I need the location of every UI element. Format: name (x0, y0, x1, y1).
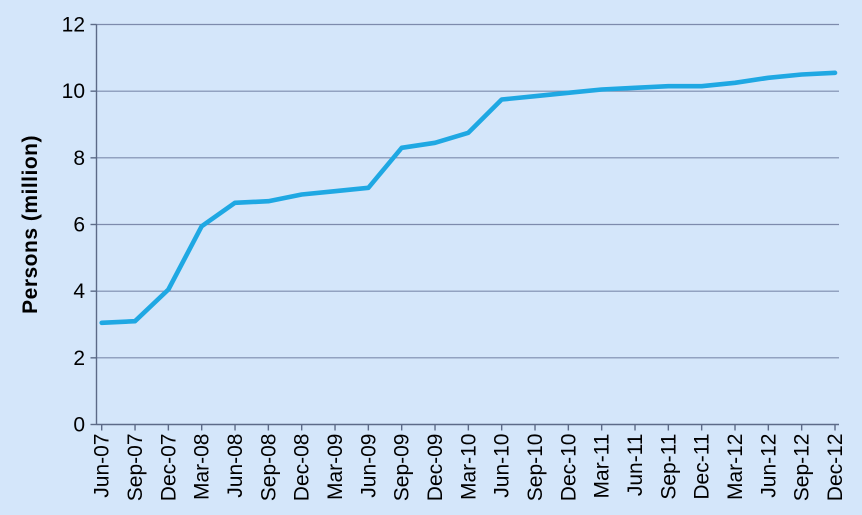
y-tick-label: 6 (73, 214, 85, 237)
y-tick-label: 2 (73, 347, 85, 370)
x-tick-label: Mar-10 (457, 433, 480, 500)
x-tick-label: Jun-11 (624, 434, 647, 497)
y-tick-label: 4 (73, 280, 85, 303)
x-tick-label: Jun-10 (491, 434, 514, 498)
x-tick-label: Sep-11 (657, 434, 680, 500)
x-tick-label: Jun-12 (757, 434, 780, 498)
x-tick-label: Sep-12 (791, 434, 814, 502)
x-tick-label: Sep-08 (257, 434, 280, 502)
x-tick-label: Dec-08 (291, 434, 314, 502)
y-tick-label: 8 (73, 147, 85, 170)
x-tick-label: Jun-09 (357, 434, 380, 498)
data-series-line (99, 70, 838, 326)
x-tick-label: Sep-10 (524, 434, 547, 502)
x-tick-label: Sep-07 (124, 434, 147, 502)
x-tick-label: Dec-12 (824, 434, 847, 502)
x-tick-label: Dec-07 (157, 434, 180, 502)
x-tick-label: Dec-11 (691, 434, 714, 500)
x-tick-label: Sep-09 (391, 434, 414, 502)
y-tick-label: 0 (73, 414, 85, 437)
x-tick-label: Mar-12 (724, 434, 747, 501)
x-tick-label: Dec-09 (424, 434, 447, 502)
x-tick-label: Dec-10 (557, 434, 580, 502)
x-tick-label: Jun-07 (91, 434, 114, 498)
x-tick-label: Mar-11 (591, 434, 614, 499)
x-tick-label: Mar-08 (191, 434, 214, 501)
y-tick-label: 12 (62, 14, 85, 37)
y-tick-label: 10 (62, 80, 85, 103)
x-tick-label: Jun-08 (224, 434, 247, 498)
x-tick-label: Mar-09 (324, 434, 347, 501)
